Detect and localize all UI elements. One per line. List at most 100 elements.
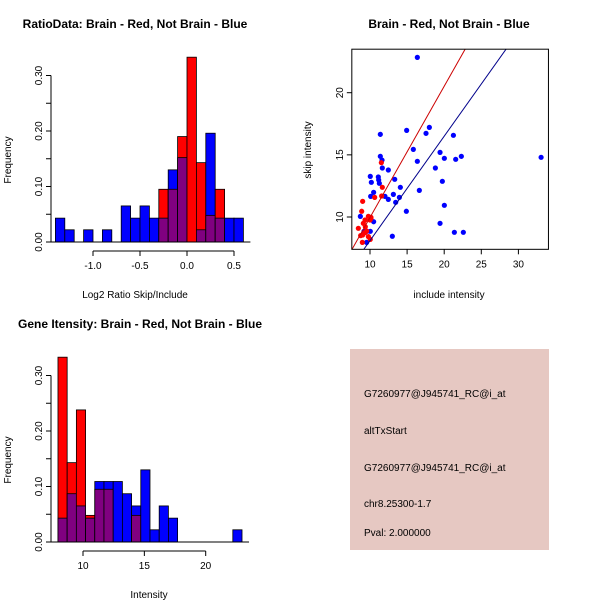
point-not-brain (367, 173, 373, 179)
bar-not-brain (140, 469, 151, 543)
bar-overlap (167, 188, 178, 243)
x-tick-label: 20 (439, 259, 451, 270)
bar-not-brain (83, 229, 94, 243)
fit-line-not-brain (363, 49, 507, 250)
intensity-histogram-ylabel: Frequency (3, 436, 14, 483)
point-not-brain (392, 176, 398, 182)
point-not-brain (404, 127, 410, 133)
scatter-box (351, 48, 549, 250)
scatter-xlabel: include intensity (413, 290, 484, 301)
info-event-type: altTxStart (364, 426, 407, 437)
x-tick-label: 30 (513, 259, 525, 270)
x-tick-label: 15 (402, 259, 414, 270)
bar-overlap (214, 217, 225, 243)
bar-not-brain (148, 217, 160, 243)
intensity-histogram: Gene Itensity: Brain - Red, Not Brain - … (3, 317, 262, 600)
point-not-brain (453, 156, 459, 162)
point-not-brain (437, 149, 443, 155)
point-brain (355, 225, 361, 231)
point-not-brain (403, 208, 409, 214)
intensity-histogram-title: Gene Itensity: Brain - Red, Not Brain - … (18, 317, 262, 331)
x-tick-label: -1.0 (84, 261, 102, 272)
point-not-brain (426, 124, 432, 130)
bar-overlap (195, 229, 207, 243)
bar-not-brain (121, 493, 132, 543)
point-brain (379, 184, 385, 190)
y-tick-label: 0.10 (34, 476, 45, 496)
ratio-histogram-title: RatioData: Brain - Red, Not Brain - Blue (23, 17, 248, 31)
point-brain (359, 239, 365, 245)
point-not-brain (371, 189, 377, 195)
x-tick-label: 15 (139, 561, 151, 572)
point-not-brain (390, 191, 396, 197)
x-tick-label: 10 (364, 259, 376, 270)
point-not-brain (538, 154, 544, 160)
bar-overlap (205, 214, 216, 243)
bar-overlap (177, 157, 188, 243)
point-not-brain (357, 213, 363, 219)
scatter-title: Brain - Red, Not Brain - Blue (368, 17, 530, 31)
point-not-brain (397, 184, 403, 190)
intensity-scatter: Brain - Red, Not Brain - Blue include in… (303, 17, 549, 301)
bar-overlap (75, 505, 86, 543)
bar-overlap (103, 488, 114, 543)
bar-not-brain (102, 229, 113, 243)
bar-not-brain (232, 529, 243, 543)
point-not-brain (377, 131, 383, 137)
point-not-brain (432, 165, 438, 171)
info-probe-id-2: G7260977@J945741_RC@i_at (364, 463, 506, 474)
bar-overlap (131, 514, 142, 543)
point-not-brain (410, 146, 416, 152)
point-brain (378, 160, 384, 166)
bar-brain (186, 56, 197, 243)
info-location: chr8.25300-1.7 (364, 499, 432, 510)
bar-not-brain (139, 205, 150, 243)
point-not-brain (414, 158, 420, 164)
bar-not-brain (167, 517, 179, 543)
y-tick-label: 0.30 (34, 365, 45, 385)
point-not-brain (379, 165, 385, 171)
point-not-brain (368, 179, 374, 185)
bar-overlap (85, 517, 96, 543)
y-tick-label: 0.10 (34, 176, 45, 196)
point-brain (362, 217, 368, 223)
x-tick-label: 10 (77, 561, 89, 572)
bar-overlap (158, 217, 169, 243)
fit-line-brain (351, 49, 466, 250)
bar-not-brain (112, 481, 123, 543)
info-panel: G7260977@J945741_RC@i_at altTxStart G726… (350, 349, 549, 550)
x-tick-label: 0.5 (227, 261, 241, 272)
point-not-brain (385, 196, 391, 202)
point-not-brain (437, 220, 443, 226)
y-tick-label: 0.20 (34, 421, 45, 441)
scatter-plot-area (351, 49, 544, 250)
point-not-brain (441, 155, 447, 161)
y-tick-label: 0.00 (34, 532, 45, 552)
y-tick-label: 10 (335, 211, 346, 223)
info-probe-id: G7260977@J945741_RC@i_at (364, 389, 506, 400)
x-tick-label: 0.0 (180, 261, 194, 272)
bar-not-brain (233, 217, 244, 243)
info-pval: Pval: 2.000000 (364, 528, 431, 539)
point-not-brain (458, 153, 464, 159)
bar-not-brain (64, 229, 75, 243)
point-not-brain (441, 202, 447, 208)
scatter-ylabel: skip intensity (303, 121, 314, 178)
info-panel-background (350, 349, 549, 550)
bar-not-brain (224, 217, 235, 243)
point-not-brain (450, 132, 457, 138)
point-not-brain (451, 229, 457, 235)
ratio-histogram: RatioData: Brain - Red, Not Brain - Blue… (3, 17, 251, 301)
point-not-brain (416, 187, 422, 193)
x-tick-label: 25 (476, 259, 488, 270)
bar-not-brain (149, 529, 160, 543)
bar-overlap (66, 493, 77, 543)
bar-brain (57, 356, 68, 543)
point-not-brain (423, 130, 429, 136)
bar-not-brain (120, 205, 131, 243)
y-tick-label: 0.00 (34, 232, 45, 252)
bar-not-brain (130, 217, 141, 243)
ratio-histogram-ylabel: Frequency (3, 136, 14, 183)
x-tick-label: 20 (200, 561, 212, 572)
ratio-histogram-xlabel: Log2 Ratio Skip/Include (82, 290, 188, 301)
